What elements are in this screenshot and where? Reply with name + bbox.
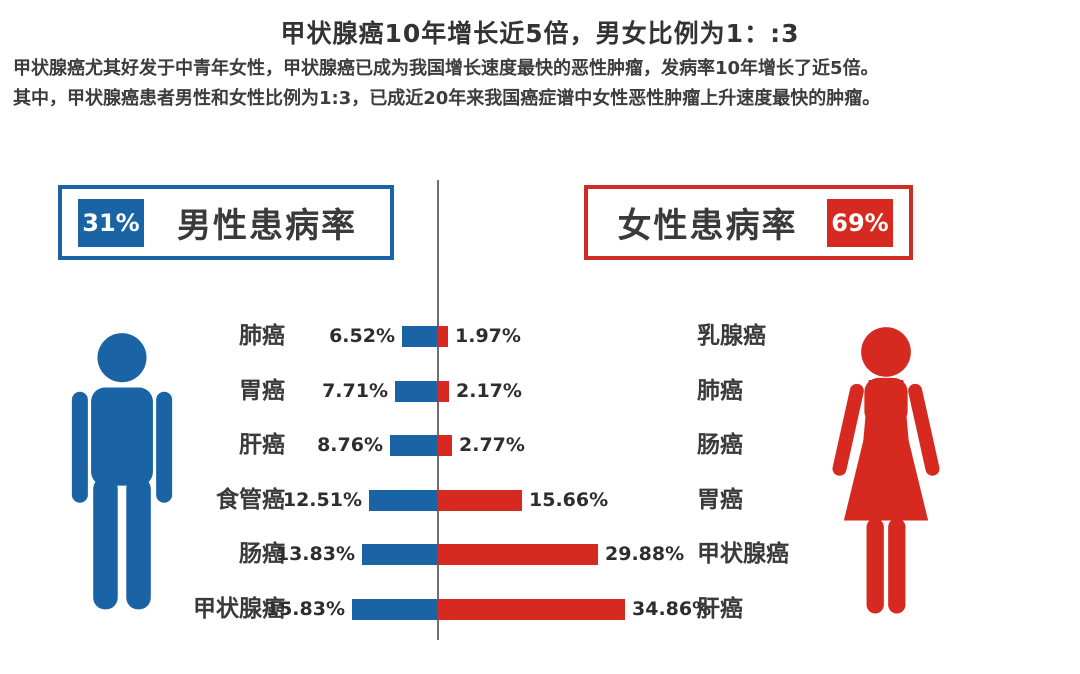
male-category-label: 肝癌 [239, 432, 285, 458]
female-category-label: 肺癌 [697, 378, 743, 404]
female-value-label: 1.97% [455, 325, 521, 347]
female-bar [437, 489, 522, 511]
male-category-label: 肺癌 [239, 323, 285, 349]
male-figure-icon [58, 332, 186, 622]
female-value-label: 2.17% [456, 380, 522, 402]
female-bar [437, 325, 448, 347]
female-value-label: 2.77% [459, 434, 525, 456]
female-value-label: 15.66% [529, 489, 609, 511]
female-bar [437, 380, 449, 402]
male-bar [362, 543, 437, 565]
male-bar [390, 434, 437, 456]
female-legend-box: 女性患病率 69% [584, 185, 913, 260]
female-share-badge: 69% [827, 198, 893, 247]
female-bar [437, 434, 452, 456]
male-share-badge: 31% [78, 198, 144, 247]
female-category-label: 肠癌 [697, 432, 743, 458]
male-category-label: 甲状腺癌 [193, 596, 285, 622]
female-category-label: 甲状腺癌 [697, 541, 789, 567]
male-value-label: 8.76% [317, 434, 383, 456]
page-title: 甲状腺癌10年增长近5倍，男女比例为1：:3 [280, 19, 800, 48]
male-bar [352, 598, 437, 620]
female-value-label: 34.86% [632, 598, 712, 620]
male-value-label: 7.71% [322, 380, 388, 402]
male-legend-label: 男性患病率 [177, 206, 357, 246]
description-line-2: 其中，甲状腺癌患者男性和女性比例为1:3，已成近20年来我国癌症谱中女性恶性肿瘤… [13, 88, 881, 109]
description-line-1: 甲状腺癌尤其好发于中青年女性，甲状腺癌已成为我国增长速度最快的恶性肿瘤，发病率1… [13, 58, 879, 79]
male-bar [402, 325, 437, 347]
female-legend-label: 女性患病率 [617, 206, 798, 246]
female-category-label: 乳腺癌 [697, 323, 766, 349]
male-value-label: 12.51% [282, 489, 362, 511]
center-axis-line [437, 180, 439, 640]
male-value-label: 13.83% [275, 543, 355, 565]
male-value-label: 15.83% [265, 598, 345, 620]
male-legend-box: 31% 男性患病率 [58, 185, 394, 260]
male-category-label: 肠癌 [239, 541, 285, 567]
female-category-label: 肝癌 [697, 596, 743, 622]
male-bar [369, 489, 437, 511]
female-figure-icon [818, 326, 954, 624]
male-category-label: 食管癌 [216, 487, 285, 513]
male-category-label: 胃癌 [239, 378, 285, 404]
female-bar [437, 598, 625, 620]
female-bar [437, 543, 598, 565]
female-value-label: 29.88% [605, 543, 685, 565]
female-category-label: 胃癌 [697, 487, 743, 513]
male-value-label: 6.52% [329, 325, 395, 347]
male-bar [395, 380, 437, 402]
